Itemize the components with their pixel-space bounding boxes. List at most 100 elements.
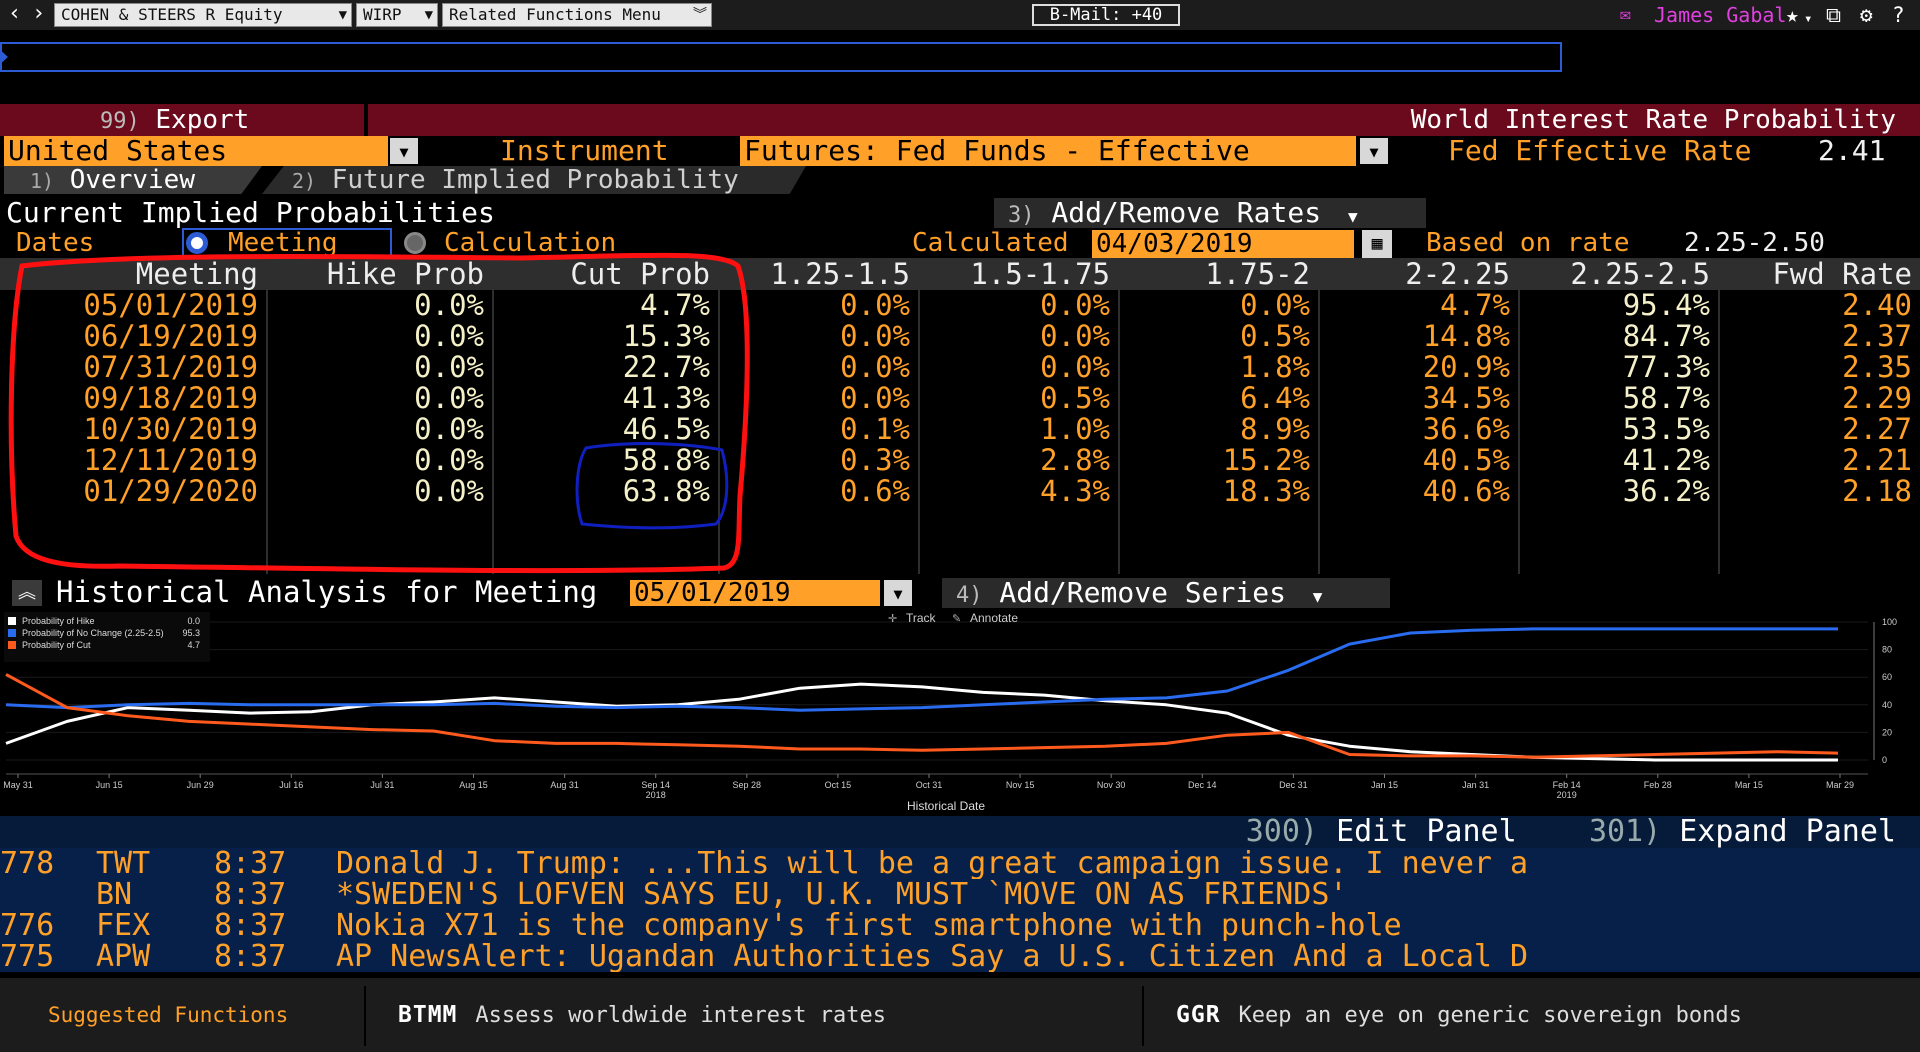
- column-divider: [1318, 258, 1320, 574]
- mail-icon[interactable]: ✉: [1620, 4, 1631, 25]
- back-icon[interactable]: ‹: [8, 1, 22, 26]
- meeting-date-cell[interactable]: 12/11/2019: [83, 443, 258, 477]
- table-cell: 15.2%: [1222, 443, 1310, 477]
- table-cell: 95.4%: [1622, 288, 1710, 322]
- country-select[interactable]: United States: [4, 136, 388, 166]
- function-selector[interactable]: WIRP ▼: [356, 3, 438, 27]
- chevron-down-icon[interactable]: ▼: [884, 580, 912, 606]
- collapse-icon[interactable]: ︽: [12, 580, 42, 606]
- news-item[interactable]: 776 FEX 8:37 Nokia X71 is the company's fir…: [0, 910, 1920, 941]
- help-icon[interactable]: ?: [1892, 3, 1905, 27]
- x-tick-label: May 31: [3, 780, 33, 790]
- col-header-fwd-rate[interactable]: Fwd Rate: [1720, 258, 1920, 290]
- radio-unselected-icon[interactable]: [404, 232, 426, 254]
- table-cell: 2.29: [1842, 381, 1912, 415]
- news-item[interactable]: BN 8:37 *SWEDEN'S LOFVEN SAYS EU, U.K. MUS…: [0, 879, 1920, 910]
- table-cell: 8.9%: [1240, 412, 1310, 446]
- col-header-rate-5[interactable]: 2.25-2.5: [1520, 258, 1718, 290]
- meeting-date-cell[interactable]: 05/01/2019: [83, 288, 258, 322]
- expand-panel-label: Expand Panel: [1679, 814, 1896, 849]
- calculated-date-field[interactable]: 04/03/2019: [1092, 230, 1354, 258]
- add-remove-rates-button[interactable]: 3) Add/Remove Rates ▼: [994, 198, 1426, 228]
- chevron-down-icon: ▼: [1347, 207, 1358, 226]
- col-header-rate-2[interactable]: 1.5-1.75: [920, 258, 1118, 290]
- x-tick-label: Aug 31: [550, 780, 579, 790]
- calendar-icon[interactable]: ▦: [1362, 230, 1392, 258]
- table-cell: 2.37: [1842, 319, 1912, 353]
- expand-panel-button[interactable]: 301) Expand Panel: [1589, 814, 1896, 849]
- window-icon[interactable]: ⧉: [1826, 3, 1841, 27]
- legend-label: Probability of No Change (2.25-2.5): [22, 628, 164, 638]
- meeting-date-cell[interactable]: 06/19/2019: [83, 319, 258, 353]
- instrument-select[interactable]: Futures: Fed Funds - Effective: [740, 136, 1356, 166]
- table-cell: 77.3%: [1622, 350, 1710, 384]
- function-code: BTMM: [398, 1002, 458, 1028]
- edit-panel-button[interactable]: 300) Edit Panel: [1246, 814, 1517, 849]
- legend-value: 0.0: [187, 616, 200, 626]
- meeting-date-cell[interactable]: 01/29/2020: [83, 474, 258, 508]
- news-ticker: [0, 848, 1920, 972]
- export-label: Export: [155, 105, 250, 135]
- table-cell: 2.40: [1842, 288, 1912, 322]
- add-rates-label: Add/Remove Rates: [1051, 196, 1322, 229]
- add-remove-series-button[interactable]: 4) Add/Remove Series ▼: [942, 578, 1390, 608]
- chevron-down-icon[interactable]: ▼: [390, 138, 418, 164]
- col-header-rate-3[interactable]: 1.75-2: [1120, 258, 1318, 290]
- table-cell: 41.2%: [1622, 443, 1710, 477]
- historical-meeting-select[interactable]: 05/01/2019: [630, 580, 880, 606]
- suggested-function-btmm[interactable]: BTMM Assess worldwide interest rates: [398, 1000, 886, 1031]
- tab-future-implied-probability[interactable]: 2) Future Implied Probability: [262, 166, 806, 194]
- col-header-hike-prob[interactable]: Hike Prob: [268, 258, 492, 290]
- security-selector[interactable]: COHEN & STEERS R Equity ▼: [54, 3, 352, 27]
- star-icon[interactable]: ★: [1786, 3, 1799, 27]
- star-dropdown-icon[interactable]: ▾: [1804, 11, 1813, 27]
- suggested-function-ggr[interactable]: GGR Keep an eye on generic sovereign bond…: [1176, 1000, 1742, 1031]
- table-cell: 0.0%: [840, 381, 910, 415]
- news-item[interactable]: 778 TWT 8:37 Donald J. Trump: ...This will …: [0, 848, 1920, 879]
- function-code: GGR: [1176, 1002, 1221, 1028]
- y-tick-label: 0: [1882, 755, 1887, 765]
- x-tick-label: Mar 29: [1826, 780, 1854, 790]
- x-tick-label: Jul 31: [370, 780, 394, 790]
- tab-overview[interactable]: 1) Overview: [4, 166, 262, 194]
- chevron-down-icon[interactable]: ▼: [1360, 138, 1388, 164]
- table-cell: 46.5%: [622, 412, 710, 446]
- table-cell: 1.0%: [1040, 412, 1110, 446]
- x-tick-label: Sep 28: [733, 780, 762, 790]
- forward-icon[interactable]: ›: [32, 1, 46, 26]
- table-cell: 0.6%: [840, 474, 910, 508]
- table-cell: 40.6%: [1422, 474, 1510, 508]
- fed-rate-value: 2.41: [1818, 134, 1886, 167]
- news-headline: Nokia X71 is the company's first smartph…: [336, 910, 1402, 941]
- command-line-input[interactable]: [0, 42, 1562, 72]
- col-header-meeting[interactable]: Meeting: [0, 258, 266, 290]
- suggested-functions-bar: [0, 978, 1920, 1052]
- column-divider: [1518, 258, 1520, 574]
- export-button[interactable]: 99) Export: [100, 104, 249, 138]
- col-header-cut-prob[interactable]: Cut Prob: [494, 258, 718, 290]
- gear-icon[interactable]: ⚙: [1860, 3, 1873, 27]
- table-cell: 41.3%: [622, 381, 710, 415]
- news-item[interactable]: 775 APW 8:37 AP NewsAlert: Ugandan Authorit…: [0, 941, 1920, 972]
- news-number: 778: [0, 848, 55, 879]
- footer-divider: [364, 986, 366, 1046]
- x-tick-label: Jan 15: [1371, 780, 1398, 790]
- news-list: 778 TWT 8:37 Donald J. Trump: ...This will …: [0, 846, 1920, 972]
- related-functions-menu[interactable]: Related Functions Menu ︾: [442, 3, 712, 27]
- col-header-rate-1[interactable]: 1.25-1.5: [720, 258, 918, 290]
- col-header-rate-4[interactable]: 2-2.25: [1320, 258, 1518, 290]
- column-divider: [918, 258, 920, 574]
- user-name[interactable]: James Gabal: [1654, 3, 1787, 27]
- calculation-radio-label: Calculation: [444, 228, 617, 258]
- x-tick-label: Aug 15: [459, 780, 488, 790]
- meeting-date-cell[interactable]: 09/18/2019: [83, 381, 258, 415]
- bmail-indicator[interactable]: B-Mail: +40: [1032, 4, 1180, 26]
- radio-selected-icon[interactable]: [186, 232, 208, 254]
- historical-chart[interactable]: 100 80 60 40 20 0 May 31 Jun 15 Jun 29 Jul 16 Jul …: [0, 608, 1920, 816]
- double-chevron-icon: ︾: [693, 7, 707, 23]
- meeting-date-cell[interactable]: 10/30/2019: [83, 412, 258, 446]
- meeting-date-cell[interactable]: 07/31/2019: [83, 350, 258, 384]
- x-tick-label: Jan 31: [1462, 780, 1489, 790]
- table-cell: 0.0%: [1040, 350, 1110, 384]
- x-tick-label: Oct 31: [916, 780, 943, 790]
